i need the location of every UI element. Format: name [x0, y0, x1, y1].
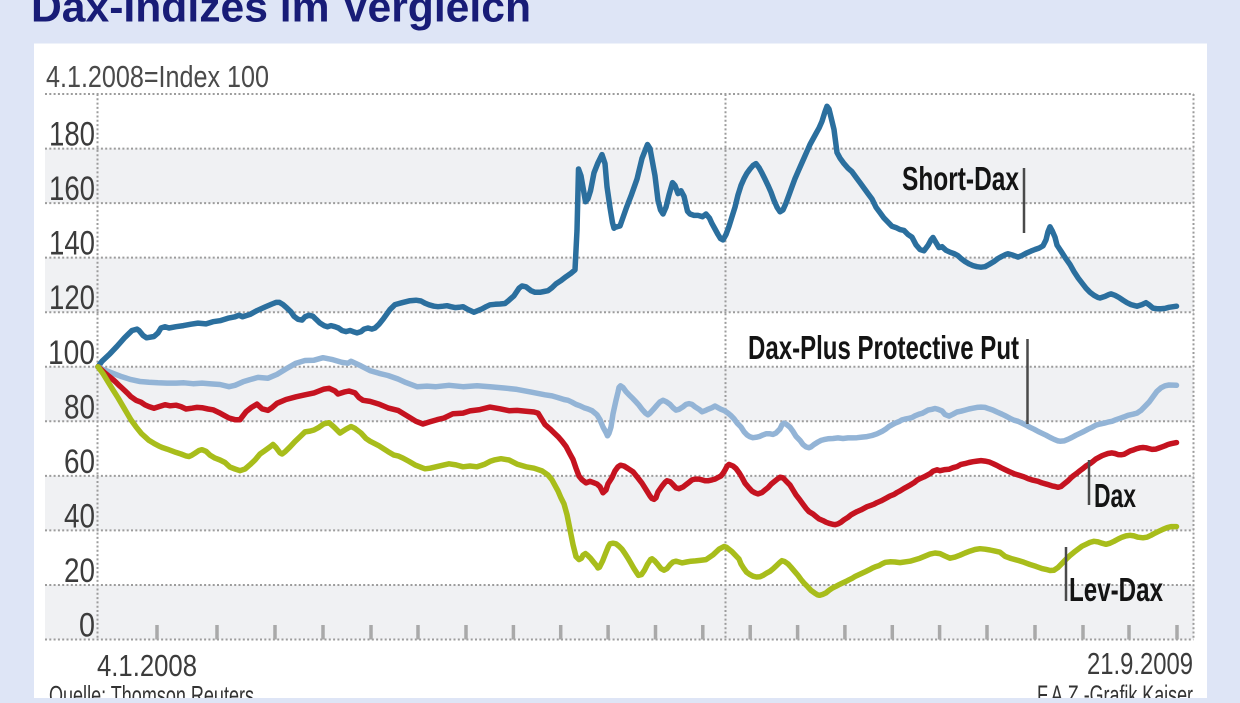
svg-text:180: 180 [49, 116, 95, 154]
svg-text:0: 0 [79, 607, 95, 645]
svg-text:100: 100 [48, 334, 95, 372]
svg-text:160: 160 [49, 170, 95, 208]
svg-text:140: 140 [49, 225, 95, 263]
svg-text:Dax: Dax [1094, 477, 1136, 514]
svg-text:4.1.2008: 4.1.2008 [97, 648, 197, 683]
svg-text:120: 120 [49, 279, 95, 317]
svg-text:60: 60 [64, 443, 95, 481]
svg-text:Lev-Dax: Lev-Dax [1069, 571, 1163, 608]
svg-text:20: 20 [64, 552, 95, 590]
svg-text:Short-Dax: Short-Dax [902, 160, 1019, 197]
svg-text:4.1.2008=Index 100: 4.1.2008=Index 100 [46, 59, 269, 94]
svg-text:F.A.Z.-Grafik Kaiser: F.A.Z.-Grafik Kaiser [1037, 680, 1193, 699]
svg-text:40: 40 [64, 497, 95, 535]
svg-text:Dax-Indizes im Vergleich: Dax-Indizes im Vergleich [31, 0, 531, 32]
svg-text:80: 80 [64, 388, 95, 426]
svg-text:Quelle: Thomson Reuters: Quelle: Thomson Reuters [49, 680, 254, 698]
svg-text:Dax-Plus Protective Put: Dax-Plus Protective Put [748, 329, 1019, 366]
svg-text:21.9.2009: 21.9.2009 [1087, 646, 1193, 681]
